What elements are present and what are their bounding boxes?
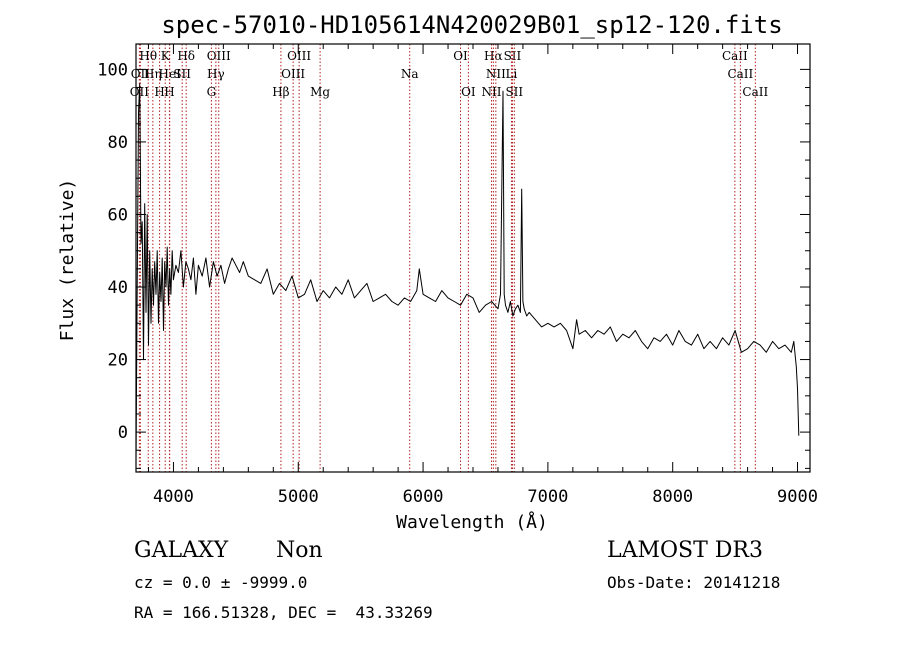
line-marker-label-26: CaII [722,49,748,63]
line-marker-label-13: Hβ [272,85,289,99]
line-marker-label-24: NII [481,85,501,99]
y-tick-label: 80 [108,133,128,153]
spectrum-series [135,83,800,462]
line-marker-label-12: G [207,85,217,99]
x-tick-label: 9000 [777,487,818,507]
cz-line: cz = 0.0 ± -9999.0 [134,573,308,592]
y-tick-label: 60 [108,205,128,225]
line-marker-label-3: Hη [144,67,162,81]
line-marker-label-28: CaII [742,85,768,99]
y-tick-label: 20 [108,351,128,371]
line-marker-label-22: NII [486,67,506,81]
line-marker-label-14: OIII [287,49,311,63]
class-label: GALAXY [134,538,229,563]
line-marker-label-5: K [161,49,171,63]
line-marker-label-27: CaII [727,67,753,81]
line-marker-label-19: OI [461,85,476,99]
line-marker-label-9: Hδ [177,49,195,63]
line-marker-label-10: OIII [207,49,231,63]
line-marker-label-4: H [154,85,164,99]
line-marker-label-25: SII [505,85,523,99]
chart-title: spec-57010-HD105614N420029B01_sp12-120.f… [161,11,782,39]
x-tick-label: 5000 [278,487,319,507]
x-tick-label: 7000 [527,487,568,507]
x-tick-label: 6000 [403,487,444,507]
y-tick-label: 100 [97,60,128,80]
y-axis-ticks: 0 20 40 60 80 100 [97,60,810,469]
line-marker-label-15: OIII [281,67,305,81]
line-marker-label-17: Na [401,67,419,81]
line-marker-label-18: OI [453,49,468,63]
line-marker-label-16: Mg [310,85,330,99]
y-tick-label: 40 [108,278,128,298]
x-axis-label: Wavelength (Å) [396,511,548,533]
line-marker-label-11: Hγ [207,67,225,81]
survey-label: LAMOST DR3 [607,538,763,563]
subclass-label: Non [276,538,323,563]
spectrum-line [135,83,800,462]
ra-dec-line: RA = 166.51328, DEC = 43.33269 [134,603,433,622]
line-marker-label-2: Hθ [139,49,157,63]
x-tick-label: 8000 [652,487,693,507]
plot-frame [135,43,811,473]
obs-date: Obs-Date: 20141218 [607,573,781,592]
line-marker-label-23: Li [506,67,518,81]
x-axis-ticks: 4000 5000 6000 7000 8000 9000 [147,44,818,507]
line-marker-label-8: SII [173,67,191,81]
y-axis-label: Flux (relative) [57,179,78,342]
x-tick-label: 4000 [153,487,194,507]
line-marker-label-6: HeI [159,67,182,81]
line-marker-label-21: SII [504,49,522,63]
y-tick-label: 0 [118,423,128,443]
line-marker-label-7: H [164,85,174,99]
line-marker-label-20: Hα [484,49,503,63]
